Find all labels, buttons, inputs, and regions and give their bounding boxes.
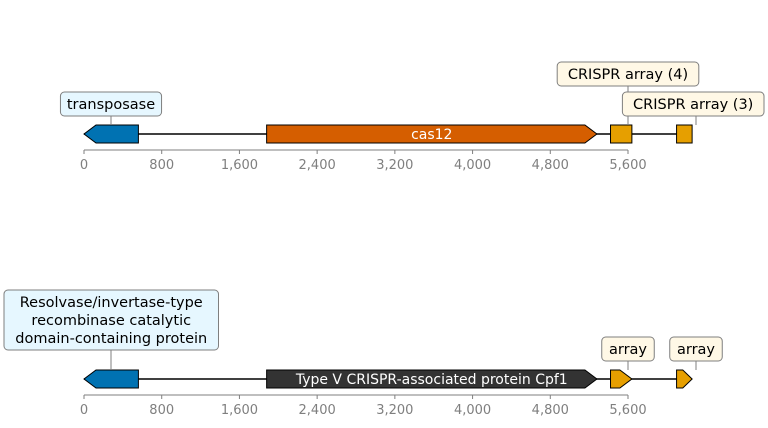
axis-tick-label: 4,800	[532, 403, 569, 418]
axis-tick-label: 4,000	[454, 403, 491, 418]
axis-tick-label: 3,200	[376, 158, 413, 173]
feature-label: cas12	[411, 127, 452, 143]
feature-crispr-array-3[interactable]	[676, 124, 693, 144]
callout-label: array	[609, 342, 647, 358]
feature-cas12[interactable]	[266, 124, 598, 144]
feature-resolvase[interactable]	[83, 369, 139, 389]
callout-box	[669, 336, 723, 362]
callout-box	[601, 336, 655, 362]
callout-box	[3, 289, 219, 351]
callout-label: CRISPR array (4)	[568, 67, 688, 83]
axis-tick-label: 3,200	[376, 403, 413, 418]
axis-tick-label: 800	[149, 403, 174, 418]
track-bottom: 0 800 1,600 2,400 3,200 4,000 4,800 5,600 Resolv…	[3, 289, 723, 418]
axis-tick-label: 0	[80, 158, 88, 173]
callout-label: Resolvase/invertase-type	[20, 295, 203, 311]
axis-tick-label: 5,600	[609, 158, 646, 173]
callout-label: array	[677, 342, 715, 358]
track-top: 0 800 1,600 2,400 3,200 4,000 4,800 5,600 transp…	[59, 61, 765, 173]
feature-label: Type V CRISPR-associated protein Cpf1	[295, 372, 568, 388]
axis-tick-label: 1,600	[221, 158, 258, 173]
callout-label: recombinase catalytic	[31, 313, 191, 329]
axis-tick-label: 4,000	[454, 158, 491, 173]
axis-tick-label: 2,400	[299, 158, 336, 173]
axis-tick-label: 800	[149, 158, 174, 173]
callout-label: transposase	[67, 97, 155, 113]
callout-box	[59, 91, 163, 117]
callout-label: CRISPR array (3)	[633, 97, 753, 113]
callout-box	[556, 61, 700, 87]
feature-array-1[interactable]	[610, 369, 633, 389]
callout-label: domain-containing protein	[15, 331, 207, 347]
feature-array-2[interactable]	[676, 369, 693, 389]
feature-transposase[interactable]	[83, 124, 139, 144]
feature-cpf1[interactable]	[266, 369, 598, 389]
axis-tick-label: 2,400	[299, 403, 336, 418]
axis-tick-label: 1,600	[221, 403, 258, 418]
axis-tick-label: 4,800	[532, 158, 569, 173]
axis-tick-label: 5,600	[609, 403, 646, 418]
feature-crispr-array-4[interactable]	[610, 124, 633, 144]
axis-tick-label: 0	[80, 403, 88, 418]
callout-box	[621, 91, 765, 117]
